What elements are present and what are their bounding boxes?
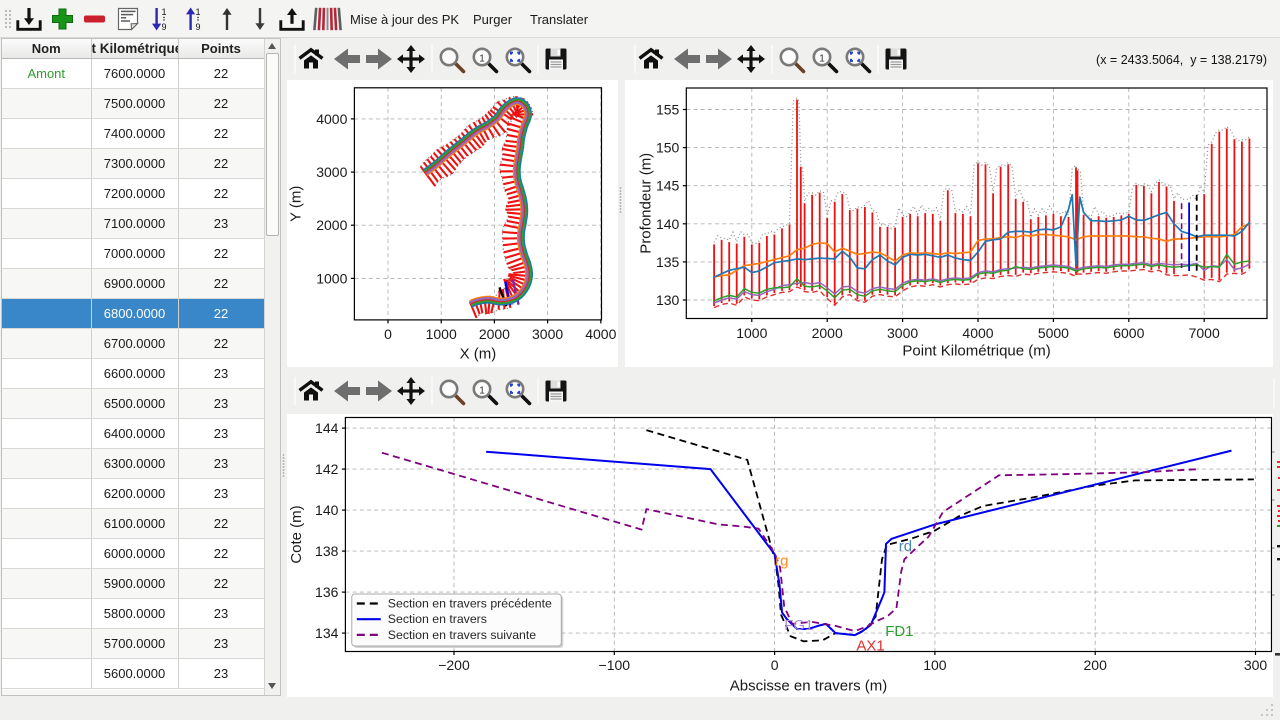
svg-text:130: 130 (656, 292, 680, 308)
svg-text:Section en travers suivante: Section en travers suivante (388, 628, 536, 642)
svg-text:3000: 3000 (532, 326, 563, 342)
svg-text:9: 9 (195, 22, 200, 32)
svg-text:2000: 2000 (479, 326, 510, 342)
svg-text:X (m): X (m) (460, 345, 497, 362)
svg-text:4000: 4000 (962, 325, 993, 341)
svg-text:4000: 4000 (316, 111, 347, 127)
svg-text:0: 0 (771, 657, 779, 673)
svg-text:1000: 1000 (316, 270, 347, 286)
svg-text:136: 136 (315, 584, 339, 600)
svg-text:1: 1 (819, 54, 825, 65)
svg-text:−200: −200 (438, 657, 470, 673)
svg-text:100: 100 (923, 657, 947, 673)
svg-text:−100: −100 (599, 657, 631, 673)
svg-text:6000: 6000 (1113, 325, 1144, 341)
svg-text:2000: 2000 (812, 325, 843, 341)
svg-text:1: 1 (479, 54, 485, 65)
svg-text:Abscisse en travers (m): Abscisse en travers (m) (730, 678, 888, 695)
svg-text:AX1: AX1 (856, 638, 884, 655)
svg-text:1: 1 (195, 7, 200, 17)
svg-text:150: 150 (656, 140, 680, 156)
svg-text:200: 200 (1084, 657, 1108, 673)
svg-text:Section en travers précédente: Section en travers précédente (388, 597, 552, 611)
svg-text:144: 144 (315, 420, 339, 436)
svg-text:rd: rd (899, 538, 912, 555)
svg-text:rg: rg (775, 552, 788, 569)
svg-text:300: 300 (1244, 657, 1268, 673)
svg-text:4000: 4000 (585, 326, 616, 342)
svg-text:142: 142 (315, 461, 339, 477)
svg-text:FG1: FG1 (784, 617, 813, 634)
svg-text:140: 140 (656, 216, 680, 232)
svg-text:3000: 3000 (316, 164, 347, 180)
svg-text:140: 140 (315, 502, 339, 518)
svg-text:155: 155 (656, 102, 680, 118)
svg-text:Y (m): Y (m) (287, 186, 304, 222)
svg-text:FD1: FD1 (885, 623, 913, 640)
svg-text:1000: 1000 (736, 325, 767, 341)
svg-text:2000: 2000 (316, 217, 347, 233)
svg-text:5000: 5000 (1038, 325, 1069, 341)
svg-text:1000: 1000 (426, 326, 457, 342)
svg-text:Point Kilométrique (m): Point Kilométrique (m) (902, 343, 1050, 360)
svg-text:3000: 3000 (887, 325, 918, 341)
svg-text:0: 0 (384, 326, 392, 342)
svg-text:Profondeur (m): Profondeur (m) (637, 153, 654, 254)
svg-text:1: 1 (161, 7, 166, 17)
svg-text:135: 135 (656, 254, 680, 270)
svg-text:Section en travers: Section en travers (388, 612, 487, 626)
svg-text:138: 138 (315, 543, 339, 559)
svg-text:134: 134 (315, 625, 339, 641)
svg-text:9: 9 (161, 22, 166, 32)
svg-text:145: 145 (656, 178, 680, 194)
svg-text:7000: 7000 (1189, 325, 1220, 341)
svg-text:Cote (m): Cote (m) (288, 505, 305, 563)
svg-text:1: 1 (479, 386, 485, 397)
